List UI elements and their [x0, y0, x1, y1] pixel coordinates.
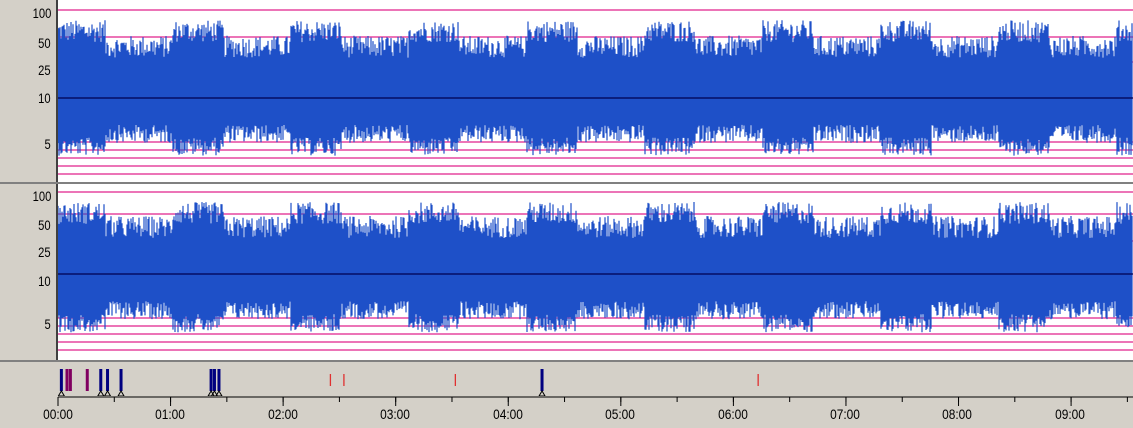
waveform-trace: [58, 20, 1133, 156]
y-label-25: 25: [38, 244, 51, 260]
y-label-10: 10: [38, 90, 51, 106]
y-label-5: 5: [44, 136, 51, 152]
event-marker: [209, 369, 213, 391]
y-label-5: 5: [44, 316, 51, 332]
time-axis-ticks: [57, 396, 1133, 406]
event-triangle-icon: [97, 390, 105, 396]
time-label: 09:00: [1055, 406, 1085, 422]
event-marker: [212, 369, 216, 391]
event-marker: [217, 369, 221, 391]
time-label: 05:00: [605, 406, 635, 422]
time-axis: 00:00 01:00 02:00 03:00 04:00 05:00 06:0…: [0, 396, 1133, 428]
event-markers[interactable]: [0, 362, 1133, 396]
y-label-100: 100: [32, 188, 51, 204]
event-triangle-icon: [117, 390, 125, 396]
y-label-10: 10: [38, 273, 51, 289]
time-label: 04:00: [493, 406, 523, 422]
event-marker: [59, 369, 63, 391]
event-marker: [85, 369, 89, 391]
channel-divider: [0, 360, 1133, 362]
time-label: 03:00: [380, 406, 410, 422]
y-axis-labels: 100 50 25 10 5: [0, 184, 58, 360]
time-label: 02:00: [268, 406, 298, 422]
event-marker: [106, 369, 110, 391]
signal-channel-2[interactable]: 100 50 25 10 5: [0, 184, 1133, 360]
time-label: 01:00: [155, 406, 185, 422]
time-label: 07:00: [830, 406, 860, 422]
event-triangle-icon: [538, 390, 546, 396]
y-label-50: 50: [38, 217, 51, 233]
event-marker: [540, 369, 544, 391]
y-label-100: 100: [32, 5, 51, 21]
time-label: 00:00: [43, 406, 73, 422]
event-marker: [65, 369, 69, 391]
event-marker: [119, 369, 123, 391]
event-triangle-icon: [103, 390, 112, 396]
time-label: 06:00: [718, 406, 748, 422]
waveform-plot-2[interactable]: [58, 184, 1133, 360]
time-label: 08:00: [942, 406, 972, 422]
event-triangle-icon: [210, 390, 219, 396]
y-label-25: 25: [38, 62, 51, 78]
waveform-plot-1[interactable]: [58, 0, 1133, 183]
event-marker: [68, 369, 72, 391]
event-triangle-icon: [215, 390, 223, 396]
y-axis-labels: 100 50 25 10 5: [0, 0, 58, 183]
event-triangle-icon: [57, 390, 65, 396]
signal-channel-1[interactable]: 100 50 25 10 5: [0, 0, 1133, 183]
event-marker-strip[interactable]: [0, 362, 1133, 396]
channel-divider: [0, 182, 1133, 184]
y-label-50: 50: [38, 35, 51, 51]
event-marker: [99, 369, 103, 391]
